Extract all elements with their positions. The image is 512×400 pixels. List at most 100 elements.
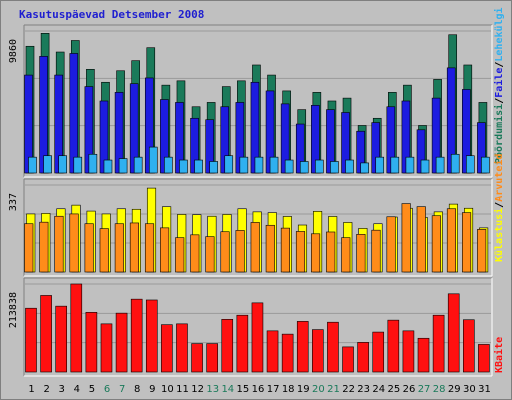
bar-kbaite (40, 295, 52, 373)
x-tick-label: 24 (372, 384, 385, 395)
bar-arvuteid (280, 227, 290, 273)
x-tick-label: 29 (448, 384, 461, 395)
bar-kbaite (281, 333, 294, 373)
bar-lehekülgi (224, 155, 234, 174)
bar-arvuteid (114, 223, 124, 273)
bar-arvuteid (311, 233, 321, 273)
x-tick-label: 11 (176, 384, 189, 395)
x-tick-label: 7 (119, 384, 125, 395)
bar-kbaite (55, 305, 67, 373)
x-tick-label: 8 (134, 384, 140, 395)
bar-kbaite (70, 283, 83, 373)
bar-lehekülgi (254, 156, 264, 174)
x-tick-label: 31 (478, 384, 491, 395)
bar-lehekülgi (28, 156, 37, 174)
bar-kbaite (372, 331, 385, 373)
bar-lehekülgi (58, 155, 67, 174)
bar-kbaite (417, 337, 430, 373)
bar-arvuteid (24, 223, 34, 273)
bar-lehekülgi (103, 159, 113, 174)
bar-lehekülgi (466, 155, 475, 174)
bar-arvuteid (99, 228, 109, 273)
bar-lehekülgi (390, 156, 400, 174)
bar-arvuteid (341, 237, 351, 273)
bar-arvuteid (54, 215, 64, 273)
bar-arvuteid (220, 231, 230, 273)
x-tick-label: 3 (59, 384, 65, 395)
legend-item: / (494, 62, 505, 68)
bar-arvuteid (386, 216, 396, 273)
legend-item: Lehekülgi (493, 7, 505, 61)
bar-kbaite (176, 323, 188, 373)
bar-kbaite (463, 319, 475, 373)
bar-lehekülgi (435, 156, 445, 174)
bar-lehekülgi (299, 161, 309, 174)
bar-kbaite (191, 343, 203, 373)
legend-item: Arvuteid (493, 154, 505, 202)
x-tick-label: 22 (342, 384, 355, 395)
bar-lehekülgi (345, 159, 354, 174)
bar-kbaite (145, 299, 158, 373)
legend-item: Faile (493, 68, 505, 98)
legend-item: / (494, 202, 505, 208)
bar-kbaite (130, 298, 143, 373)
bar-arvuteid (295, 231, 306, 273)
bar-kbaite (296, 321, 309, 373)
bar-kbaite (25, 307, 37, 373)
x-tick-label: 27 (418, 384, 431, 395)
bar-lehekülgi (375, 156, 385, 174)
bar-arvuteid (160, 227, 170, 273)
bar-kbaite (100, 323, 113, 373)
bar-kbaite (85, 312, 98, 373)
x-tick-label: 14 (221, 384, 234, 395)
bar-arvuteid (401, 203, 411, 273)
bar-kbaite (447, 293, 460, 373)
bar-faile (69, 53, 79, 174)
bar-arvuteid (431, 215, 441, 273)
legend-text: Pöördumisi/Faile/Lehekülgi (493, 7, 505, 164)
x-tick-label: 12 (191, 384, 204, 395)
x-tick-label: 5 (89, 384, 95, 395)
bar-arvuteid (144, 223, 155, 273)
x-tick-label: 30 (463, 384, 476, 395)
bar-kbaite (266, 330, 279, 373)
y-axis-max-label: 337 (8, 193, 19, 211)
bar-arvuteid (69, 213, 79, 273)
bar-lehekülgi (315, 159, 324, 174)
bar-kbaite (312, 329, 324, 373)
x-tick-label: 26 (403, 384, 416, 395)
bar-kbaite (251, 302, 264, 373)
bar-arvuteid (265, 224, 275, 273)
bar-kbaite (327, 321, 339, 373)
legend-text: Külastusi/Arvuteid (493, 154, 505, 262)
bar-kbaite (342, 346, 354, 373)
bar-kbaite (221, 319, 234, 373)
bar-arvuteid (39, 221, 49, 273)
y-axis-max-label: 9860 (8, 39, 19, 63)
bar-lehekülgi (330, 161, 339, 174)
x-tick-label: 28 (433, 384, 446, 395)
bar-lehekülgi (269, 156, 279, 174)
x-tick-label: 10 (161, 384, 174, 395)
bar-arvuteid (250, 222, 260, 273)
bar-lehekülgi (148, 146, 158, 174)
legend-item: Külastusi (493, 208, 505, 262)
x-tick-label: 15 (237, 384, 250, 395)
bar-lehekülgi (284, 159, 294, 174)
bar-kbaite (357, 342, 369, 373)
bar-lehekülgi (164, 156, 173, 174)
x-tick-label: 16 (252, 384, 265, 395)
page-title: Kasutuspäevad Detsember 2008 (19, 8, 205, 21)
bar-lehekülgi (194, 159, 203, 174)
bar-lehekülgi (118, 158, 128, 174)
bar-arvuteid (235, 230, 245, 273)
bar-lehekülgi (43, 155, 52, 174)
legend-item: Pöördumisi (493, 104, 505, 164)
x-tick-label: 20 (312, 384, 325, 395)
x-tick-label: 18 (282, 384, 295, 395)
x-tick-label: 2 (43, 384, 49, 395)
legend-item: KBaite (493, 337, 505, 373)
bar-kbaite (432, 314, 445, 373)
x-tick-label: 23 (357, 384, 370, 395)
